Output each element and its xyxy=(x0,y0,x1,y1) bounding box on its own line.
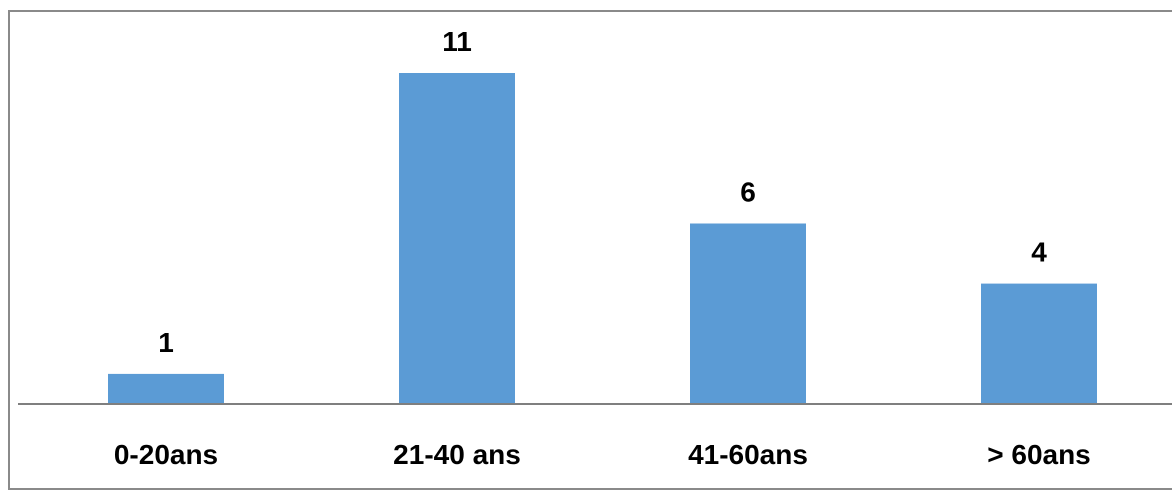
data-label-1: 11 xyxy=(442,26,472,57)
bar-1 xyxy=(399,73,515,404)
bar-2 xyxy=(690,223,806,404)
data-label-3: 4 xyxy=(1031,237,1047,268)
bar-0 xyxy=(108,373,224,404)
data-label-2: 6 xyxy=(740,177,756,208)
category-labels-layer: 0-20ans 21-40 ans 41-60ans > 60ans xyxy=(114,439,1091,470)
category-label-1: 21-40 ans xyxy=(393,439,521,470)
category-label-0: 0-20ans xyxy=(114,439,218,470)
category-label-2: 41-60ans xyxy=(688,439,808,470)
category-label-3: > 60ans xyxy=(987,439,1091,470)
data-label-0: 1 xyxy=(158,327,174,358)
bar-3 xyxy=(981,283,1097,404)
bars-layer xyxy=(108,73,1097,404)
